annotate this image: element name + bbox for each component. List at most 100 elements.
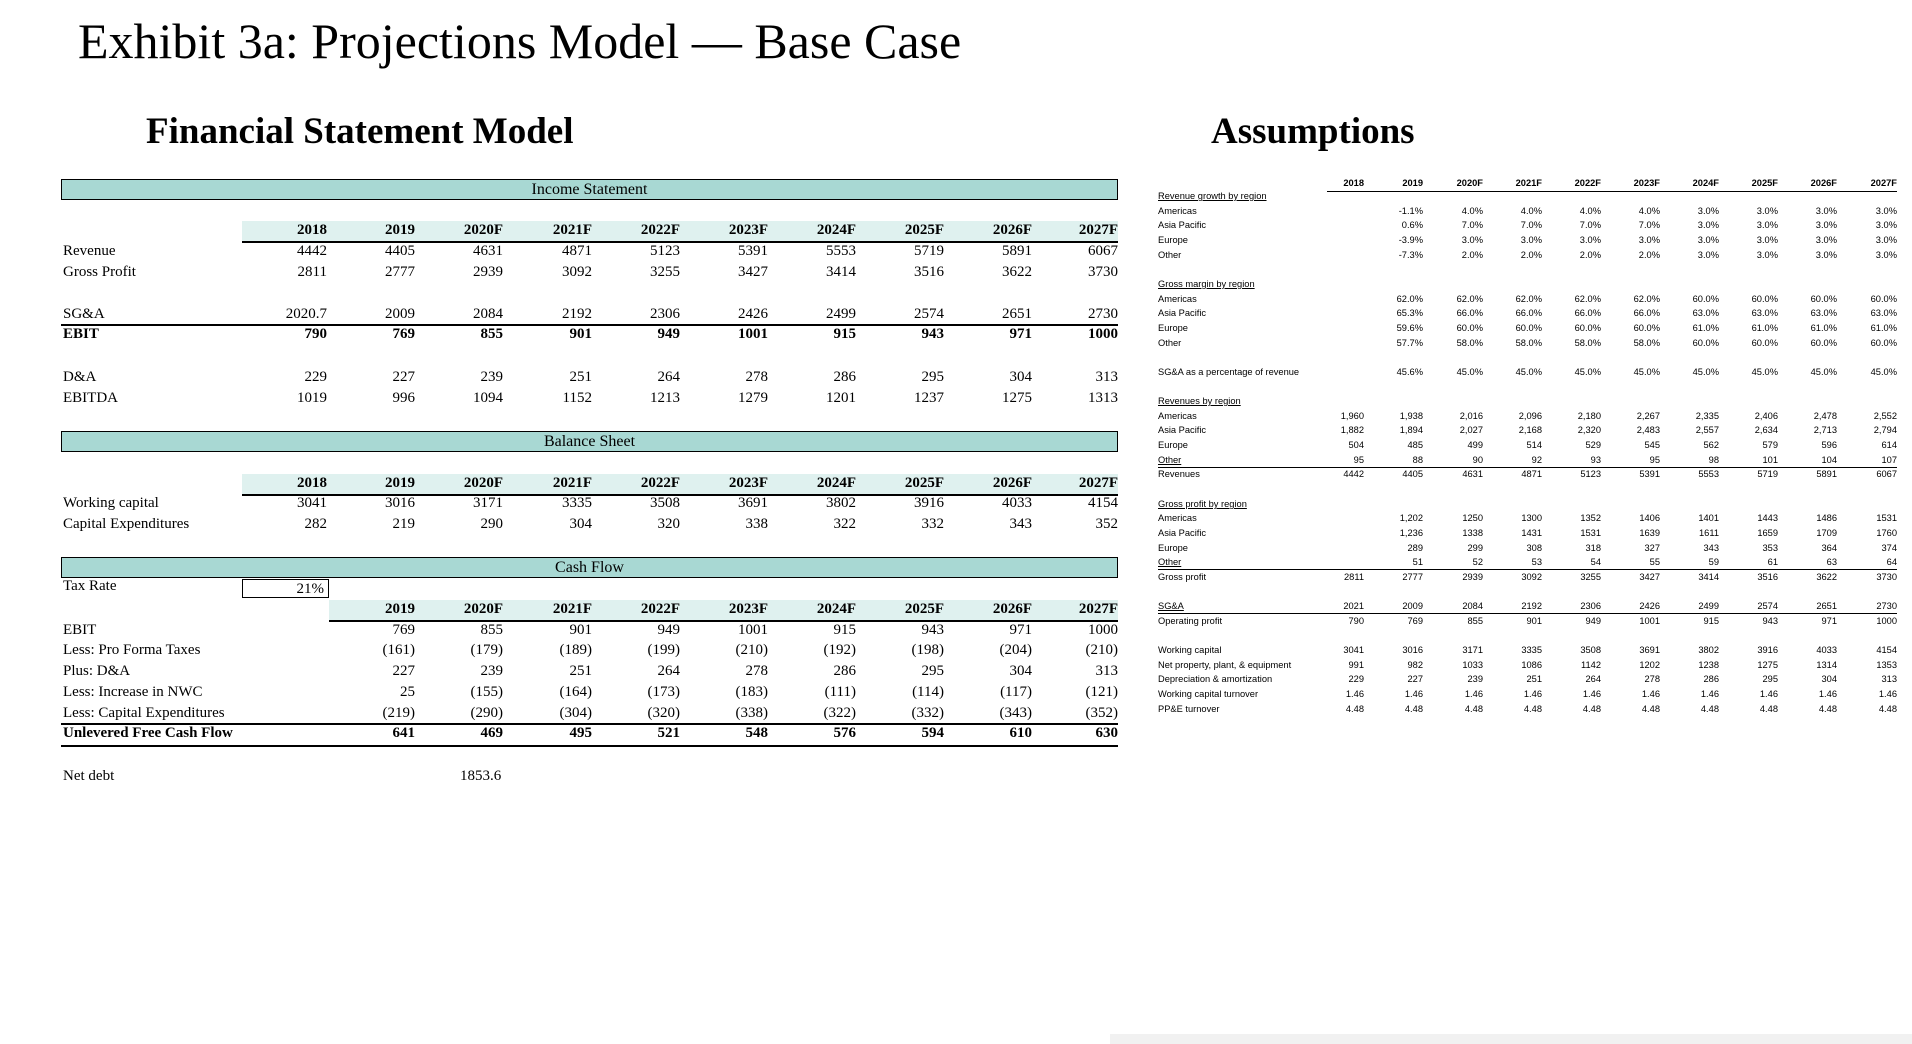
balance-cell: 3802 (826, 495, 856, 511)
income-cell: 2777 (385, 264, 415, 280)
assumptions-cell: 1,960 (1340, 411, 1364, 421)
income-cell: 304 (1009, 369, 1033, 385)
assumptions-cell: 901 (1526, 616, 1542, 626)
assumptions-cell: 1.46 (1700, 689, 1719, 699)
assumptions-row-label: Americas (1158, 206, 1197, 216)
assumptions-cell: 4871 (1521, 469, 1542, 479)
cashflow-cell: 971 (1009, 622, 1033, 638)
assumptions-cell: 1,894 (1399, 425, 1423, 435)
cashflow-cell: 915 (833, 622, 857, 638)
income-cell: 1237 (914, 390, 944, 406)
assumptions-cell: 1.46 (1641, 689, 1660, 699)
assumptions-cell: -3.9% (1398, 235, 1423, 245)
income-cell: 5719 (914, 243, 944, 259)
income-header-year: 2021F (552, 222, 592, 238)
cashflow-cell: (290) (470, 705, 504, 721)
assumptions-cell: 60.0% (1633, 323, 1660, 333)
assumptions-row-label: Asia Pacific (1158, 528, 1207, 538)
assumptions-cell: 104 (1821, 455, 1837, 465)
assumptions-cell: 2,483 (1636, 425, 1660, 435)
assumptions-row-label: Net property, plant, & equipment (1158, 660, 1292, 670)
cashflow-row-label: EBIT (63, 622, 97, 638)
assumptions-cell: 3.0% (1875, 206, 1897, 216)
cashflow-cell: 943 (921, 622, 945, 638)
assumptions-cell: 61.0% (1870, 323, 1897, 333)
assumptions-cell: 2,794 (1873, 425, 1897, 435)
assumptions-cell: 562 (1703, 440, 1719, 450)
assumptions-row-label: Asia Pacific (1158, 220, 1207, 230)
assumptions-row-label: Americas (1158, 294, 1197, 304)
assumptions-year: 2021F (1515, 178, 1542, 188)
cashflow-cell: (161) (382, 642, 416, 658)
assumptions-cell: 251 (1526, 674, 1542, 684)
cashflow-cell: (338) (735, 705, 769, 721)
cashflow-cell: (199) (647, 642, 681, 658)
assumptions-cell: 53 (1531, 557, 1542, 567)
cashflow-header-year: 2027F (1078, 601, 1118, 617)
cashflow-cell: (192) (823, 642, 857, 658)
assumptions-cell: 3414 (1698, 572, 1719, 582)
assumptions-cell: 991 (1348, 660, 1364, 670)
financial-statement-heading: Financial Statement Model (146, 111, 574, 152)
balance-header-year: 2020F (463, 475, 503, 491)
assumptions-cell: 504 (1348, 440, 1364, 450)
assumptions-cell: 61.0% (1810, 323, 1837, 333)
assumptions-cell: 1,882 (1340, 425, 1364, 435)
income-cell: 3516 (914, 264, 944, 280)
balance-row-label: Capital Expenditures (63, 516, 190, 532)
assumptions-cell: 1,938 (1399, 411, 1423, 421)
assumptions-cell: 2777 (1402, 572, 1423, 582)
assumptions-cell: 1300 (1521, 513, 1542, 523)
balance-header-year: 2022F (640, 475, 680, 491)
income-cell: 5891 (1002, 243, 1032, 259)
balance-cell: 352 (1095, 516, 1119, 532)
assumptions-cell: 3916 (1757, 645, 1778, 655)
cashflow-cell: 901 (569, 622, 593, 638)
balance-header-year: 2026F (992, 475, 1032, 491)
cashflow-cell: 630 (1095, 725, 1119, 741)
assumptions-cell: 3.0% (1756, 250, 1778, 260)
assumptions-cell: 60.0% (1870, 338, 1897, 348)
assumptions-cell: 4.48 (1464, 704, 1483, 714)
balance-header-year: 2018 (297, 475, 327, 491)
assumptions-cell: 3016 (1402, 645, 1423, 655)
income-cell: 278 (745, 369, 769, 385)
balance-cell: 3691 (738, 495, 768, 511)
assumptions-cell: 45.0% (1515, 367, 1542, 377)
assumptions-cell: 98 (1708, 455, 1719, 465)
cashflow-cell: (210) (1085, 642, 1119, 658)
balance-sheet-bar: Balance Sheet (61, 431, 1118, 452)
assumptions-cell: 3.0% (1875, 235, 1897, 245)
income-cell: 1094 (473, 390, 503, 406)
income-row-label: Gross Profit (63, 264, 136, 280)
income-header-year: 2023F (728, 222, 768, 238)
income-statement-bar: Income Statement (61, 179, 1118, 200)
assumptions-cell: 60.0% (1870, 294, 1897, 304)
income-header-year: 2025F (904, 222, 944, 238)
assumptions-cell: 2,557 (1695, 425, 1719, 435)
income-cell: 971 (1009, 326, 1033, 342)
cashflow-cell: 1001 (738, 622, 768, 638)
balance-header-year: 2019 (385, 475, 415, 491)
cashflow-cell: (164) (559, 684, 593, 700)
assumptions-cell: 2084 (1462, 601, 1483, 611)
income-header-rule (242, 241, 1118, 243)
income-header-year: 2024F (816, 222, 856, 238)
cashflow-cell: (117) (1000, 684, 1032, 700)
assumptions-row-label: Gross profit by region (1158, 499, 1247, 509)
assumptions-header-rule (1327, 191, 1897, 192)
income-cell: 6067 (1088, 243, 1118, 259)
income-cell: 1152 (562, 390, 592, 406)
assumptions-cell: 60.0% (1515, 323, 1542, 333)
assumptions-row-label: Europe (1158, 440, 1188, 450)
assumptions-cell: 2009 (1402, 601, 1423, 611)
assumptions-cell: 3427 (1639, 572, 1660, 582)
balance-row-label: Working capital (63, 495, 159, 511)
assumptions-cell: 3508 (1580, 645, 1601, 655)
cashflow-cell: (204) (999, 642, 1033, 658)
assumptions-cell: 4442 (1343, 469, 1364, 479)
assumptions-cell: 7.0% (1461, 220, 1483, 230)
assumptions-cell: 45.0% (1456, 367, 1483, 377)
cashflow-cell: (352) (1085, 705, 1119, 721)
assumptions-cell: 3.0% (1638, 235, 1660, 245)
